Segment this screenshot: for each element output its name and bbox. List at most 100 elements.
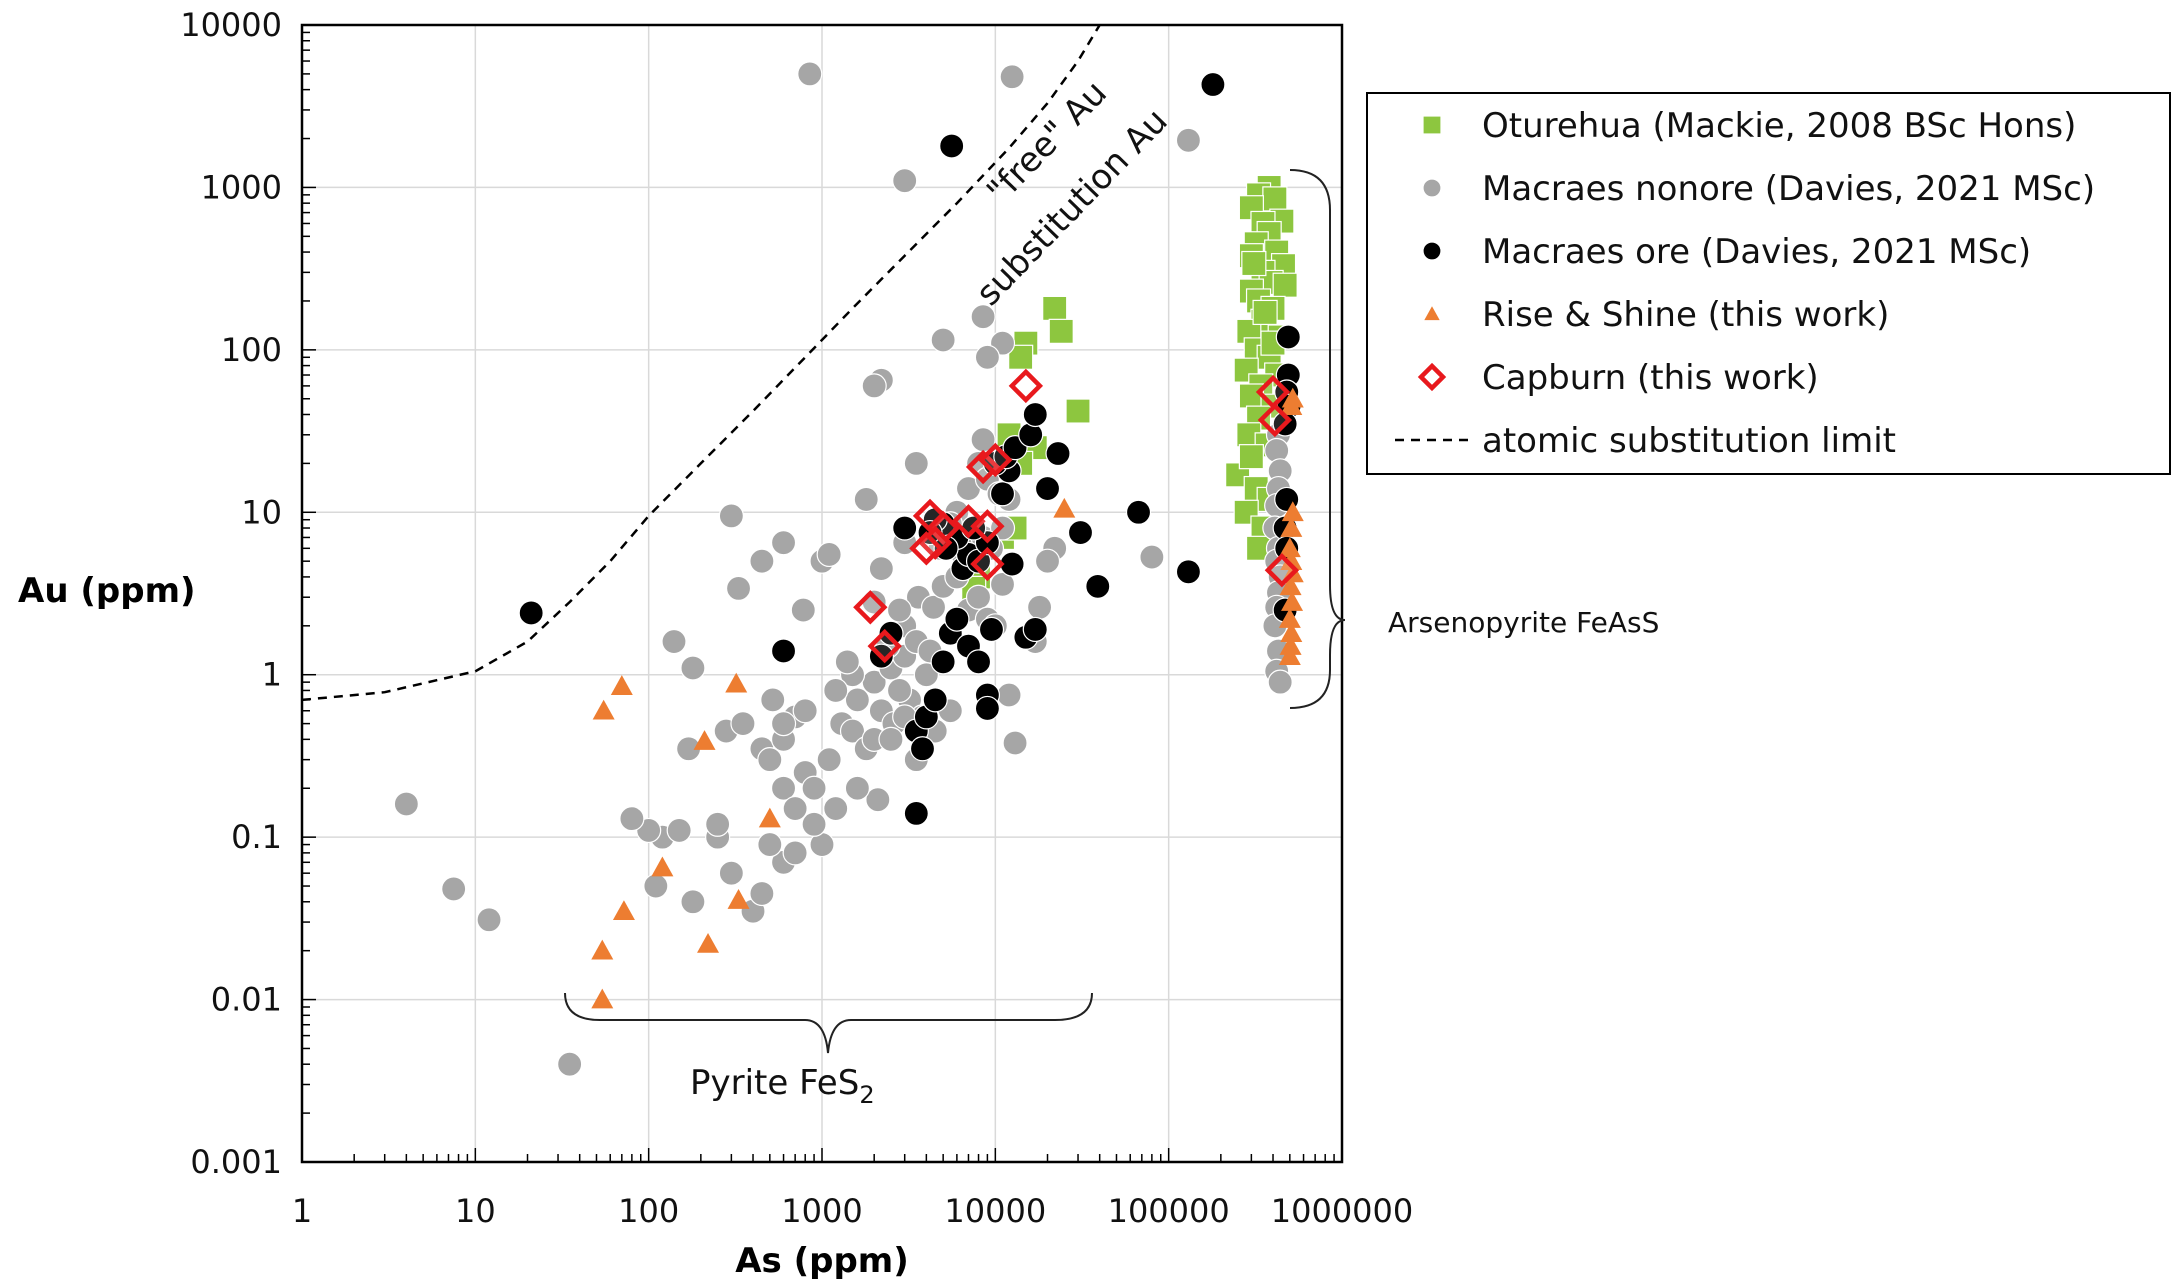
data-point bbox=[834, 649, 860, 675]
legend-swatch bbox=[1422, 241, 1442, 261]
data-point bbox=[770, 530, 797, 556]
data-point bbox=[792, 698, 818, 724]
y-tick-label: 1 bbox=[262, 656, 282, 694]
data-point bbox=[853, 486, 879, 513]
data-point bbox=[612, 900, 635, 920]
data-point bbox=[790, 597, 816, 623]
data-point bbox=[996, 682, 1022, 708]
data-point bbox=[705, 811, 731, 837]
data-point bbox=[913, 662, 939, 688]
data-point bbox=[770, 775, 797, 801]
y-tick-label: 0.1 bbox=[231, 818, 282, 856]
data-point bbox=[886, 597, 913, 623]
data-point bbox=[393, 791, 419, 817]
y-tick-label: 0.001 bbox=[190, 1143, 282, 1181]
data-point bbox=[1279, 575, 1302, 596]
y-tick-label: 0.01 bbox=[211, 981, 282, 1019]
x-tick-label: 1000000 bbox=[1271, 1192, 1414, 1230]
data-point bbox=[725, 575, 752, 601]
data-point bbox=[693, 730, 716, 750]
y-tick-label: 10 bbox=[241, 493, 282, 531]
data-point bbox=[1175, 559, 1202, 585]
data-point bbox=[1281, 591, 1304, 611]
data-point bbox=[1280, 622, 1303, 643]
legend-item: atomic substitution limit bbox=[1395, 421, 1896, 461]
data-point bbox=[1034, 548, 1061, 574]
data-point bbox=[965, 449, 1001, 485]
data-point bbox=[651, 856, 674, 877]
data-point bbox=[903, 450, 929, 476]
data-point bbox=[853, 590, 888, 625]
data-point bbox=[974, 344, 1001, 370]
data-point bbox=[1280, 550, 1303, 570]
data-point bbox=[1042, 295, 1068, 321]
data-marks bbox=[393, 61, 1304, 1077]
data-point bbox=[591, 988, 614, 1009]
data-point bbox=[749, 548, 775, 574]
data-point bbox=[978, 616, 1005, 643]
data-point bbox=[1272, 272, 1298, 298]
series-4 bbox=[853, 368, 1300, 664]
data-point bbox=[661, 628, 687, 655]
data-point bbox=[782, 795, 808, 822]
data-point bbox=[823, 677, 849, 704]
data-point bbox=[557, 1051, 583, 1077]
data-point bbox=[939, 133, 965, 159]
data-point bbox=[1264, 553, 1300, 588]
legend-swatch bbox=[1422, 115, 1442, 135]
series-1 bbox=[393, 61, 1293, 1077]
x-tick-label: 10000 bbox=[944, 1192, 1046, 1230]
data-point bbox=[930, 649, 956, 675]
data-point bbox=[903, 800, 929, 827]
data-point bbox=[823, 795, 849, 822]
data-point bbox=[909, 736, 936, 762]
data-point bbox=[749, 880, 775, 907]
data-point bbox=[861, 373, 887, 399]
data-point bbox=[591, 939, 614, 960]
data-point bbox=[816, 747, 842, 773]
data-point bbox=[974, 695, 1001, 722]
legend-item: Rise & Shine (this work) bbox=[1424, 295, 1889, 335]
data-point bbox=[909, 531, 944, 566]
data-point bbox=[892, 515, 918, 541]
data-point bbox=[816, 541, 842, 568]
y-tick-label: 1000 bbox=[201, 168, 282, 206]
legend-item: Capburn (this work) bbox=[1417, 358, 1819, 398]
data-point bbox=[592, 699, 615, 720]
data-point bbox=[1067, 519, 1094, 546]
data-point bbox=[1002, 730, 1028, 756]
legend: Oturehua (Mackie, 2008 BSc Hons) Macraes … bbox=[1366, 92, 2171, 475]
x-tick-label: 1000 bbox=[781, 1192, 862, 1230]
data-point bbox=[1280, 395, 1303, 415]
data-point bbox=[867, 628, 902, 664]
data-point bbox=[441, 876, 467, 902]
x-axis-title: As (ppm) bbox=[735, 1241, 909, 1280]
data-point bbox=[1278, 608, 1301, 628]
data-point bbox=[666, 817, 692, 844]
legend-label: Macraes nonore (Davies, 2021 MSc) bbox=[1482, 169, 2095, 209]
data-point bbox=[989, 481, 1016, 507]
data-point bbox=[1125, 499, 1152, 525]
data-point bbox=[718, 503, 744, 529]
data-point bbox=[1045, 440, 1071, 467]
legend-item: Oturehua (Mackie, 2008 BSc Hons) bbox=[1422, 106, 2076, 146]
data-point bbox=[925, 510, 961, 546]
data-point bbox=[1175, 127, 1202, 153]
data-point bbox=[989, 571, 1016, 597]
substitution-limit-layer bbox=[301, 24, 1101, 702]
data-point bbox=[1065, 398, 1091, 424]
data-point bbox=[978, 442, 1013, 478]
data-point bbox=[1267, 669, 1293, 695]
data-point bbox=[476, 907, 502, 933]
legend-items: Oturehua (Mackie, 2008 BSc Hons) Macraes … bbox=[1395, 106, 2095, 461]
data-point bbox=[1278, 537, 1301, 558]
legend-item: Macraes nonore (Davies, 2021 MSc) bbox=[1422, 169, 2095, 209]
data-point bbox=[878, 726, 904, 752]
data-point bbox=[1238, 383, 1264, 409]
data-point bbox=[757, 747, 783, 773]
data-point bbox=[1278, 645, 1301, 666]
pyrite-bracket bbox=[564, 992, 1093, 1054]
legend-label: Oturehua (Mackie, 2008 BSc Hons) bbox=[1482, 106, 2076, 146]
data-point bbox=[1200, 71, 1226, 98]
